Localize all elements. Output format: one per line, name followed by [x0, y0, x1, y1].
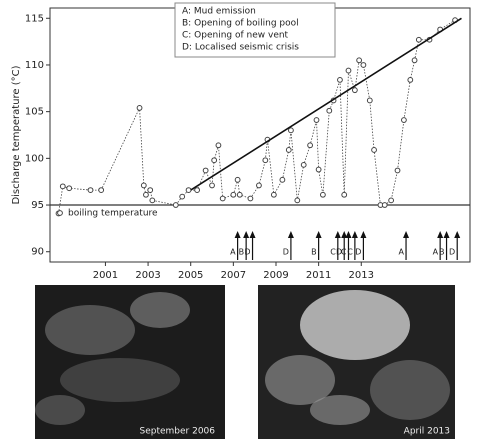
photo-caption: April 2013 — [404, 427, 450, 437]
x-tick-label: 2009 — [263, 270, 288, 281]
event-label: C — [341, 248, 347, 257]
data-point — [389, 198, 394, 203]
legend-marker — [58, 211, 63, 216]
data-point — [338, 78, 343, 83]
data-point — [295, 198, 300, 203]
data-point — [382, 203, 387, 208]
x-tick-label: 2003 — [135, 270, 160, 281]
legend-entry: D: Localised seismic crisis — [182, 43, 299, 53]
data-point — [416, 37, 421, 42]
data-point — [342, 192, 347, 197]
data-point — [308, 143, 313, 148]
data-point — [67, 186, 72, 191]
photo-caption: September 2006 — [139, 427, 215, 437]
data-point — [286, 148, 291, 153]
x-tick-label: 2001 — [93, 270, 118, 281]
y-tick-label: 100 — [25, 153, 44, 164]
y-tick-label: 115 — [25, 13, 44, 24]
event-label: B — [439, 248, 445, 257]
data-point — [301, 162, 306, 167]
figure: Discharge temperature (°C) September 200… — [0, 0, 478, 441]
data-point — [361, 63, 366, 68]
data-point — [216, 143, 221, 148]
data-point — [99, 188, 104, 193]
data-point — [357, 58, 362, 63]
photo-left — [35, 285, 225, 439]
data-point — [60, 184, 65, 189]
event-label: D — [449, 248, 455, 257]
event-label: D — [355, 248, 361, 257]
data-point — [352, 88, 357, 93]
y-tick-label: 110 — [25, 60, 44, 71]
data-point — [148, 188, 153, 193]
data-point — [372, 148, 377, 153]
boiling-label: boiling temperature — [68, 209, 158, 219]
data-point — [231, 192, 236, 197]
data-point — [395, 168, 400, 173]
data-point — [88, 188, 93, 193]
y-tick-label: 90 — [31, 247, 44, 258]
y-tick-label: 95 — [31, 200, 44, 211]
x-tick-label: 2005 — [178, 270, 203, 281]
legend-entry: B: Opening of boiling pool — [182, 19, 299, 29]
data-point — [412, 58, 417, 63]
data-point — [257, 183, 262, 188]
data-point — [248, 196, 253, 201]
event-label: A — [399, 248, 405, 257]
data-point — [408, 78, 413, 83]
data-point — [367, 98, 372, 103]
data-point — [235, 177, 240, 182]
x-tick-label: 2013 — [349, 270, 374, 281]
event-label: A — [230, 248, 236, 257]
data-point — [327, 108, 332, 113]
event-label: C — [347, 248, 353, 257]
event-label: D — [244, 248, 250, 257]
data-point — [314, 118, 319, 123]
event-label: D — [283, 248, 289, 257]
data-point — [212, 158, 217, 163]
data-point — [271, 192, 276, 197]
data-point — [289, 128, 294, 133]
data-point — [316, 167, 321, 172]
data-point — [186, 188, 191, 193]
legend-entry: A: Mud emission — [182, 7, 256, 17]
x-tick-label: 2007 — [221, 270, 246, 281]
event-label: B — [311, 248, 317, 257]
event-label: B — [239, 248, 245, 257]
data-point — [180, 194, 185, 199]
data-point — [150, 198, 155, 203]
data-point — [203, 168, 208, 173]
data-point — [346, 68, 351, 73]
y-axis-label: Discharge temperature (°C) — [11, 65, 22, 204]
data-point — [402, 118, 407, 123]
data-point — [210, 183, 215, 188]
data-point — [320, 192, 325, 197]
data-point — [237, 192, 242, 197]
data-point — [144, 192, 149, 197]
x-tick-label: 2011 — [306, 270, 331, 281]
data-point — [137, 106, 142, 111]
y-tick-label: 105 — [25, 107, 44, 118]
event-label: A — [433, 248, 439, 257]
data-point — [263, 158, 268, 163]
data-point — [141, 183, 146, 188]
data-point — [280, 177, 285, 182]
data-point — [195, 188, 200, 193]
data-point — [220, 196, 225, 201]
photo-right — [258, 285, 455, 439]
data-point — [173, 203, 178, 208]
legend-entry: C: Opening of new vent — [182, 31, 289, 41]
